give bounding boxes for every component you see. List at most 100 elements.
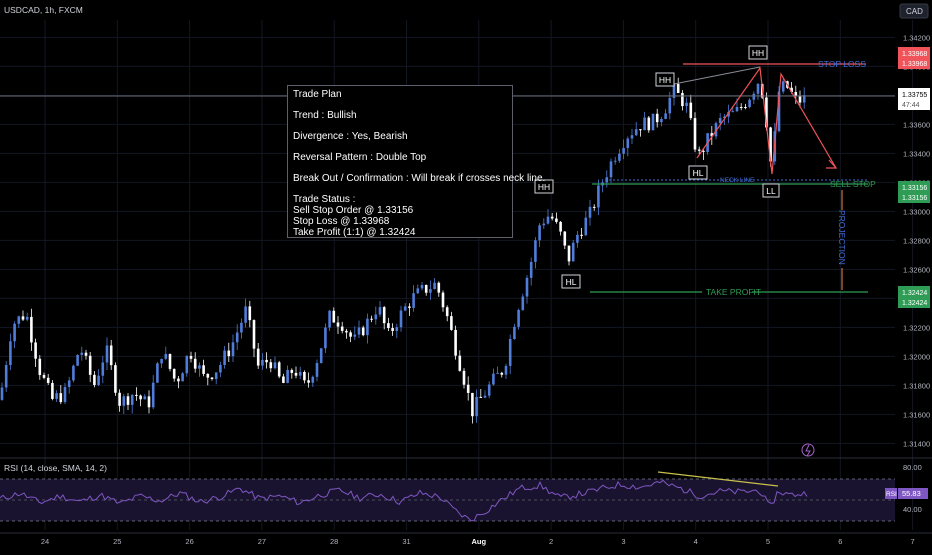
candle-body bbox=[252, 320, 256, 349]
pattern-label-hh-2: HH bbox=[748, 45, 768, 60]
candle-body bbox=[403, 306, 407, 311]
candle-body bbox=[185, 355, 189, 374]
candle-body bbox=[664, 113, 667, 119]
pattern-label-hl-1: HL bbox=[688, 165, 708, 180]
time-tick: 3 bbox=[621, 537, 625, 546]
time-tick: 5 bbox=[766, 537, 770, 546]
pattern-label-hl-2: HL bbox=[561, 274, 581, 289]
candle-body bbox=[214, 372, 218, 380]
candle-body bbox=[256, 348, 260, 366]
price-tick: 1.31400 bbox=[903, 439, 930, 448]
candle-body bbox=[521, 296, 525, 310]
candle-body bbox=[500, 372, 504, 375]
time-tick: Aug bbox=[472, 537, 487, 546]
svg-text:HH: HH bbox=[752, 48, 764, 58]
candle-body bbox=[802, 95, 806, 103]
candle-body bbox=[307, 380, 310, 383]
candle-body bbox=[529, 261, 533, 278]
rsi-badge-tag bbox=[885, 488, 897, 499]
rsi-divergence-line bbox=[657, 471, 779, 487]
candle-body bbox=[576, 234, 579, 243]
candle-body bbox=[513, 326, 516, 340]
sell-stop-label: SELL STOP bbox=[830, 179, 876, 189]
candle-body bbox=[781, 81, 785, 92]
candle-body bbox=[622, 147, 625, 154]
candle-body bbox=[794, 91, 798, 97]
candle-body bbox=[97, 375, 100, 385]
trade-plan-divergence: Divergence : Yes, Bearish bbox=[293, 131, 408, 142]
candle-body bbox=[324, 327, 327, 349]
time-tick: 25 bbox=[113, 537, 121, 546]
candle-body bbox=[508, 339, 512, 366]
time-tick: 6 bbox=[838, 537, 842, 546]
neckline-label: NECK LINE bbox=[720, 177, 755, 184]
lightning-icon[interactable] bbox=[801, 443, 815, 457]
candle-body bbox=[84, 352, 88, 356]
candle-body bbox=[475, 396, 478, 417]
pattern-label-ll: LL bbox=[762, 183, 780, 198]
candle-body bbox=[265, 359, 268, 363]
take-profit-label-bg bbox=[702, 288, 752, 297]
candle-body bbox=[80, 352, 84, 355]
candle-body bbox=[328, 310, 331, 328]
candle-body bbox=[164, 353, 168, 359]
candle-body bbox=[349, 332, 352, 337]
candle-body bbox=[752, 93, 756, 100]
candle-body bbox=[534, 240, 537, 262]
candle-body bbox=[303, 371, 306, 381]
candle-body bbox=[437, 282, 441, 293]
countdown-value: 47:44 bbox=[902, 102, 920, 109]
candle-body bbox=[345, 330, 348, 333]
candle-body bbox=[181, 373, 184, 382]
candle-body bbox=[555, 218, 558, 222]
candle-body bbox=[357, 327, 361, 335]
candle-body bbox=[143, 396, 147, 400]
candle-body bbox=[567, 245, 571, 262]
price-tick: 1.33000 bbox=[903, 207, 930, 216]
candle-body bbox=[105, 345, 109, 363]
sell-stop-badge bbox=[898, 181, 930, 203]
candle-body bbox=[67, 380, 71, 388]
candle-body bbox=[76, 354, 79, 366]
trade-plan-panel[interactable]: Trade Plan Trend : Bullish Divergence : … bbox=[287, 85, 545, 238]
time-tick: 2 bbox=[549, 537, 553, 546]
candle-body bbox=[412, 293, 415, 308]
candle-body bbox=[109, 345, 113, 366]
candle-body bbox=[219, 364, 222, 373]
price-tick: 1.31600 bbox=[903, 410, 930, 419]
price-tick: 1.33400 bbox=[903, 149, 930, 158]
trade-status-stop-loss: Stop Loss @ 1.33968 bbox=[293, 216, 390, 227]
candle-body bbox=[420, 284, 424, 289]
stop-loss-badge-value-1: 1.33968 bbox=[902, 51, 927, 58]
pattern-label-hh-1: HH bbox=[655, 72, 675, 87]
candle-body bbox=[311, 376, 315, 383]
candle-body bbox=[769, 127, 772, 162]
candle-body bbox=[42, 375, 46, 378]
candle-body bbox=[370, 318, 373, 320]
svg-text:HH: HH bbox=[538, 182, 550, 192]
current-price-value: 1.33755 bbox=[902, 92, 927, 99]
candle-body bbox=[340, 326, 344, 331]
time-tick: 27 bbox=[258, 537, 266, 546]
candle-body bbox=[366, 318, 369, 336]
price-tick: 1.32000 bbox=[903, 352, 930, 361]
candle-body bbox=[391, 328, 394, 331]
candle-body bbox=[676, 83, 680, 93]
candle-body bbox=[416, 288, 420, 294]
candle-body bbox=[643, 117, 646, 131]
currency-button[interactable] bbox=[899, 3, 929, 19]
price-tick: 1.33600 bbox=[903, 120, 930, 129]
candle-body bbox=[723, 116, 726, 118]
candle-body bbox=[248, 306, 252, 321]
candle-body bbox=[790, 87, 793, 92]
candle-body bbox=[689, 102, 693, 119]
rsi-badge-label: RSI bbox=[886, 491, 897, 498]
stop-loss-label: STOP LOSS bbox=[818, 59, 866, 69]
candle-body bbox=[798, 96, 802, 103]
svg-text:HH: HH bbox=[659, 75, 671, 85]
rsi-badge bbox=[898, 488, 928, 499]
candle-body bbox=[441, 292, 445, 308]
